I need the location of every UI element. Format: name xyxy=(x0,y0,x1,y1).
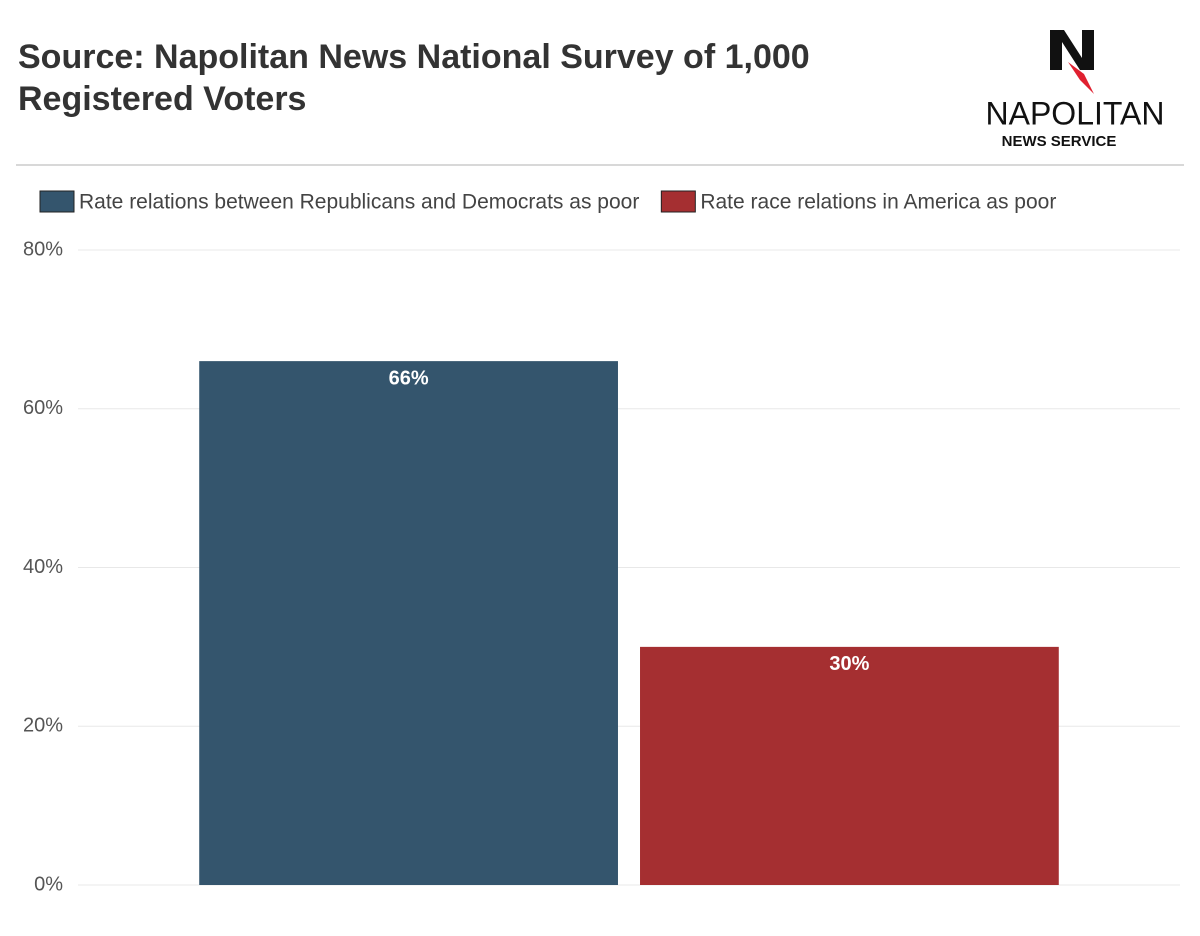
y-tick-label: 40% xyxy=(23,556,63,578)
y-tick-label: 80% xyxy=(23,238,63,260)
bar xyxy=(199,361,618,885)
logo-tagline: NEWS SERVICE xyxy=(1002,133,1117,150)
logo-mark xyxy=(1050,30,1094,70)
y-tick-label: 20% xyxy=(23,715,63,737)
logo: NAPOLITAN NEWS SERVICE xyxy=(986,30,1165,150)
legend-label: Rate race relations in America as poor xyxy=(700,191,1056,214)
y-tick-label: 0% xyxy=(34,873,63,895)
y-tick-label: 60% xyxy=(23,397,63,419)
legend-swatch xyxy=(39,190,75,213)
chart-title: Source: Napolitan News National Survey o… xyxy=(18,38,810,118)
legend-swatch xyxy=(660,190,696,213)
value-label: 66% xyxy=(389,367,429,389)
logo-accent xyxy=(1068,62,1094,94)
bar xyxy=(640,646,1059,885)
logo-name: NAPOLITAN xyxy=(986,95,1165,131)
legend-label: Rate relations between Republicans and D… xyxy=(79,191,639,214)
value-label: 30% xyxy=(829,653,869,675)
